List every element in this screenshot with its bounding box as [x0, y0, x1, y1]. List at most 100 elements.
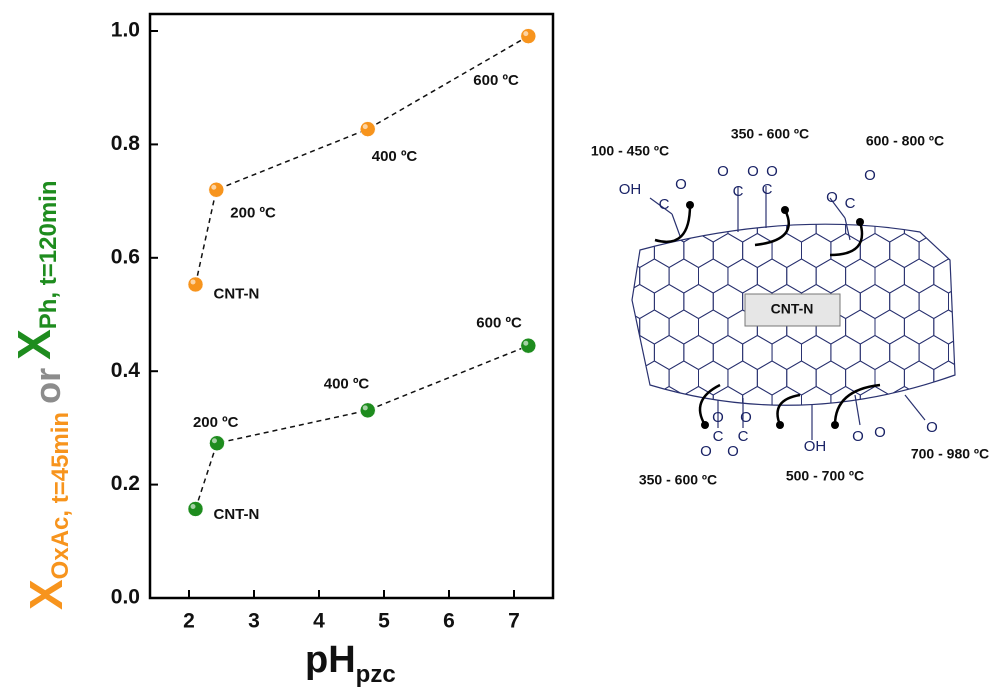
point-highlight: [523, 31, 528, 36]
series-line: [196, 346, 529, 509]
point-label: 600 ºC: [476, 315, 522, 332]
point-highlight: [191, 279, 196, 284]
hexagon: [875, 208, 904, 242]
arrow-head: [781, 206, 789, 214]
y-axis-label: XOxAc, t=45minorXPh, t=120min: [8, 180, 74, 610]
temperature-label: 600 - 800 ºC: [866, 133, 944, 149]
hexagon: [934, 259, 963, 293]
hexagon: [875, 361, 904, 395]
arrow-head: [686, 201, 694, 209]
temperature-label: 700 - 980 ºC: [911, 446, 989, 462]
hexagon: [890, 387, 919, 421]
hexagon: [846, 259, 875, 293]
hexagon: [949, 387, 979, 421]
hexagon: [654, 336, 684, 370]
point-label: CNT-N: [214, 285, 260, 302]
hexagon: [669, 310, 698, 344]
atom-label: C: [762, 181, 773, 198]
hexagon: [684, 285, 714, 319]
x-tick-label: 7: [508, 610, 520, 633]
point: [360, 122, 375, 137]
point: [188, 277, 203, 292]
hexagon: [890, 336, 919, 370]
atom-label: O: [874, 424, 886, 441]
atom-label: O: [766, 163, 778, 180]
hexagon: [860, 285, 889, 319]
hexagon: [728, 208, 758, 242]
point-highlight: [212, 438, 217, 443]
hexagon: [802, 336, 831, 370]
hexagon: [713, 336, 743, 370]
center-label: CNT-N: [771, 301, 814, 317]
hexagon: [860, 234, 889, 268]
temperature-label: 350 - 600 ºC: [639, 472, 717, 488]
hexagon: [757, 361, 787, 395]
hexagon: [654, 438, 684, 472]
hexagon: [625, 336, 654, 370]
hexagon: [610, 412, 639, 446]
atom-label: O: [926, 419, 938, 436]
x-label-main: pH: [305, 639, 356, 681]
point-highlight: [363, 405, 368, 410]
y-tick-label: 0.4: [111, 359, 141, 382]
arrow-head: [701, 421, 709, 429]
hexagon: [625, 387, 654, 421]
atom-label: O: [747, 163, 759, 180]
hexagon: [713, 285, 743, 319]
hexagon: [625, 285, 654, 319]
y-tick-label: 0.0: [111, 586, 140, 609]
atom-label: O: [717, 163, 729, 180]
arrow: [778, 395, 801, 425]
hexagon: [904, 208, 933, 242]
atom-label: C: [845, 195, 856, 212]
x-axis-label: pHpzc: [305, 639, 396, 688]
point-highlight: [363, 124, 368, 129]
point: [209, 436, 224, 451]
point-label: 400 ºC: [324, 375, 370, 392]
atom-label: O: [852, 428, 864, 445]
temperature-label: 500 - 700 ºC: [786, 468, 864, 484]
hex-grid: [610, 208, 978, 472]
hexagon: [640, 259, 669, 293]
hexagon: [640, 412, 669, 446]
x-tick-label: 5: [378, 610, 390, 633]
hexagon: [919, 336, 948, 370]
point: [360, 403, 375, 418]
point: [521, 338, 536, 353]
atom-label: C: [733, 183, 744, 200]
bond: [672, 214, 680, 236]
point-highlight: [191, 504, 196, 509]
hexagon: [934, 208, 963, 242]
atom-label: O: [727, 443, 739, 460]
point-highlight: [523, 341, 528, 346]
hexagon: [684, 336, 714, 370]
hexagon: [640, 208, 669, 242]
hexagon: [904, 259, 933, 293]
bond: [905, 395, 925, 420]
hexagon: [640, 361, 669, 395]
hexagon: [772, 438, 802, 472]
atom-label: C: [659, 196, 670, 213]
point-label: 600 ºC: [473, 72, 519, 89]
y-label-sub: Ph, t=120min: [35, 180, 62, 329]
point-label: 200 ºC: [230, 205, 276, 222]
hexagon: [934, 412, 963, 446]
hexagon: [757, 412, 787, 446]
hexagon: [860, 438, 889, 472]
y-label-main: X: [20, 579, 72, 610]
point: [521, 29, 536, 44]
atom-label: OH: [804, 438, 827, 455]
hexagon: [669, 259, 698, 293]
atom-label: O: [740, 409, 752, 426]
hexagon: [846, 310, 875, 344]
hexagon: [610, 208, 639, 242]
arrow-head: [856, 218, 864, 226]
x-label-sub: pzc: [356, 661, 396, 688]
hexagon: [816, 361, 846, 395]
x-tick-label: 4: [313, 610, 325, 633]
hexagon: [610, 361, 639, 395]
atom-label: C: [738, 428, 749, 445]
hexagon: [787, 361, 817, 395]
hexagon: [743, 234, 773, 268]
y-tick-label: 0.2: [111, 472, 140, 495]
